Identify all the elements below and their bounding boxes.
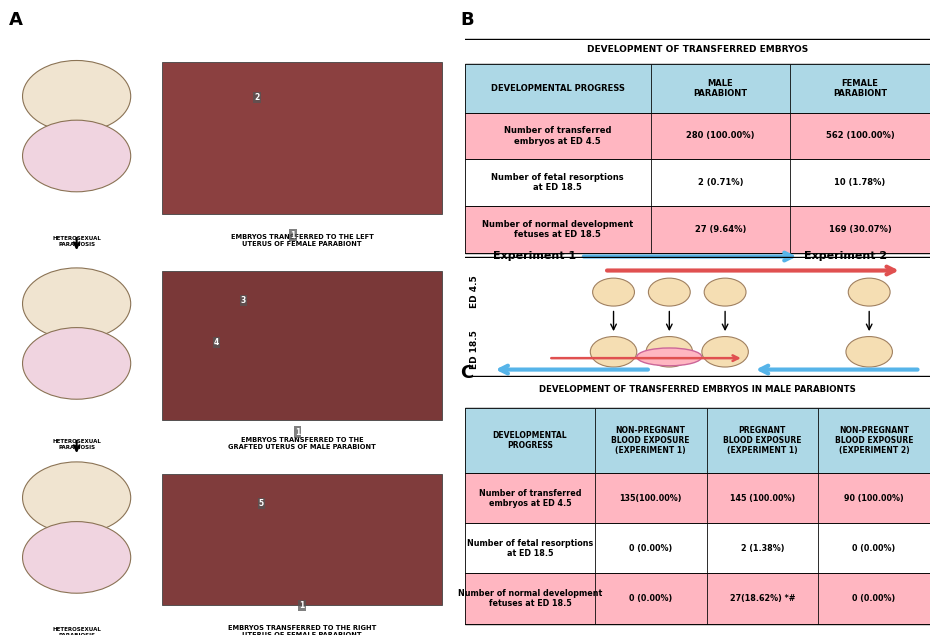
Text: 10 (1.78%): 10 (1.78%) bbox=[834, 178, 885, 187]
Bar bbox=[818, 523, 930, 573]
Text: ED 18.5: ED 18.5 bbox=[470, 330, 479, 369]
Text: 145 (100.00%): 145 (100.00%) bbox=[730, 494, 795, 503]
Bar bbox=[818, 573, 930, 624]
Bar bbox=[465, 473, 595, 523]
Bar bbox=[465, 112, 651, 159]
Text: 2 (0.71%): 2 (0.71%) bbox=[698, 178, 743, 187]
Text: 1: 1 bbox=[300, 601, 304, 610]
Text: MALE
PARABIONT: MALE PARABIONT bbox=[693, 79, 747, 98]
Bar bbox=[651, 206, 791, 253]
Text: NON-PREGNANT
BLOOD EXPOSURE
(EXPERIMENT 1): NON-PREGNANT BLOOD EXPOSURE (EXPERIMENT … bbox=[611, 425, 690, 455]
Text: 1: 1 bbox=[295, 427, 300, 436]
Text: DEVELOPMENTAL
PROGRESS: DEVELOPMENTAL PROGRESS bbox=[493, 431, 567, 450]
Ellipse shape bbox=[23, 268, 131, 340]
Bar bbox=[651, 159, 791, 206]
Text: EMBRYOS TRANSFERRED TO THE LEFT
UTERUS OF FEMALE PARABIONT: EMBRYOS TRANSFERRED TO THE LEFT UTERUS O… bbox=[231, 234, 374, 247]
Text: 2: 2 bbox=[254, 93, 259, 102]
Circle shape bbox=[637, 348, 701, 366]
Text: DEVELOPMENT OF TRANSFERRED EMBRYOS: DEVELOPMENT OF TRANSFERRED EMBRYOS bbox=[587, 44, 808, 54]
Bar bbox=[706, 473, 818, 523]
Bar bbox=[162, 474, 441, 605]
Ellipse shape bbox=[591, 337, 637, 367]
Text: FEMALE
PARABIONT: FEMALE PARABIONT bbox=[833, 79, 887, 98]
Ellipse shape bbox=[23, 521, 131, 593]
Bar bbox=[595, 473, 706, 523]
Text: 4: 4 bbox=[214, 338, 219, 347]
Bar bbox=[595, 573, 706, 624]
Ellipse shape bbox=[848, 278, 890, 306]
Ellipse shape bbox=[23, 60, 131, 132]
Bar bbox=[465, 206, 651, 253]
Text: 169 (30.07%): 169 (30.07%) bbox=[828, 225, 891, 234]
Text: HETEROSEXUAL
PARABIOSIS: HETEROSEXUAL PARABIOSIS bbox=[53, 439, 101, 450]
Bar bbox=[595, 408, 706, 473]
Ellipse shape bbox=[23, 120, 131, 192]
Bar bbox=[595, 523, 706, 573]
Ellipse shape bbox=[593, 278, 635, 306]
Bar bbox=[465, 64, 651, 112]
Text: C: C bbox=[460, 364, 473, 382]
Bar bbox=[791, 206, 930, 253]
Ellipse shape bbox=[846, 337, 892, 367]
Bar bbox=[818, 473, 930, 523]
Text: A: A bbox=[9, 11, 23, 29]
Bar bbox=[162, 271, 441, 420]
Text: HETEROSEXUAL
PARABIOSIS: HETEROSEXUAL PARABIOSIS bbox=[53, 627, 101, 635]
Text: 562 (100.00%): 562 (100.00%) bbox=[825, 131, 894, 140]
Bar bbox=[162, 62, 441, 214]
Text: Number of fetal resorptions
at ED 18.5: Number of fetal resorptions at ED 18.5 bbox=[491, 173, 624, 192]
Text: 0 (0.00%): 0 (0.00%) bbox=[629, 594, 672, 603]
Text: 27(18.62%) *#: 27(18.62%) *# bbox=[730, 594, 795, 603]
Text: 0 (0.00%): 0 (0.00%) bbox=[853, 544, 896, 553]
Text: Number of transferred
embryos at ED 4.5: Number of transferred embryos at ED 4.5 bbox=[479, 488, 581, 508]
Bar bbox=[706, 573, 818, 624]
Text: 1: 1 bbox=[290, 231, 296, 239]
Bar bbox=[791, 64, 930, 112]
Bar bbox=[465, 573, 595, 624]
Bar bbox=[465, 159, 651, 206]
Text: B: B bbox=[460, 11, 474, 29]
Text: Experiment 2: Experiment 2 bbox=[804, 251, 887, 262]
Text: Experiment 1: Experiment 1 bbox=[493, 251, 576, 262]
Text: 3: 3 bbox=[240, 297, 246, 305]
Text: 0 (0.00%): 0 (0.00%) bbox=[629, 544, 672, 553]
Text: 90 (100.00%): 90 (100.00%) bbox=[844, 494, 903, 503]
Text: PREGNANT
BLOOD EXPOSURE
(EXPERIMENT 1): PREGNANT BLOOD EXPOSURE (EXPERIMENT 1) bbox=[723, 425, 802, 455]
Text: 2 (1.38%): 2 (1.38%) bbox=[741, 544, 784, 553]
Bar bbox=[651, 112, 791, 159]
Ellipse shape bbox=[701, 337, 748, 367]
Bar bbox=[465, 408, 595, 473]
Text: Number of transferred
embryos at ED 4.5: Number of transferred embryos at ED 4.5 bbox=[504, 126, 611, 145]
Text: Number of normal development
fetuses at ED 18.5: Number of normal development fetuses at … bbox=[457, 589, 602, 608]
Ellipse shape bbox=[649, 278, 690, 306]
Text: Number of normal development
fetuses at ED 18.5: Number of normal development fetuses at … bbox=[482, 220, 634, 239]
Text: Number of fetal resorptions
at ED 18.5: Number of fetal resorptions at ED 18.5 bbox=[467, 538, 593, 558]
Bar bbox=[791, 112, 930, 159]
Text: NON-PREGNANT
BLOOD EXPOSURE
(EXPERIMENT 2): NON-PREGNANT BLOOD EXPOSURE (EXPERIMENT … bbox=[835, 425, 913, 455]
Bar bbox=[706, 523, 818, 573]
Text: HETEROSEXUAL
PARABIOSIS: HETEROSEXUAL PARABIOSIS bbox=[53, 236, 101, 247]
Ellipse shape bbox=[23, 328, 131, 399]
Text: 0 (0.00%): 0 (0.00%) bbox=[853, 594, 896, 603]
Bar bbox=[465, 408, 930, 624]
Ellipse shape bbox=[23, 462, 131, 533]
Bar bbox=[818, 408, 930, 473]
Ellipse shape bbox=[704, 278, 746, 306]
Text: DEVELOPMENT OF TRANSFERRED EMBRYOS IN MALE PARABIONTS: DEVELOPMENT OF TRANSFERRED EMBRYOS IN MA… bbox=[539, 385, 855, 394]
Text: EMBRYOS TRANSFERRED TO THE
GRAFTED UTERUS OF MALE PARABIONT: EMBRYOS TRANSFERRED TO THE GRAFTED UTERU… bbox=[228, 437, 376, 450]
Bar bbox=[706, 408, 818, 473]
Bar bbox=[791, 159, 930, 206]
Bar bbox=[465, 64, 930, 253]
Text: DEVELOPMENTAL PROGRESS: DEVELOPMENTAL PROGRESS bbox=[491, 84, 624, 93]
Bar bbox=[651, 64, 791, 112]
Text: 27 (9.64%): 27 (9.64%) bbox=[695, 225, 747, 234]
Text: 135(100.00%): 135(100.00%) bbox=[620, 494, 682, 503]
Text: EMBRYOS TRANSFERRED TO THE RIGHT
UTERUS OF FEMALE PARABIONT: EMBRYOS TRANSFERRED TO THE RIGHT UTERUS … bbox=[228, 625, 377, 635]
Text: ED 4.5: ED 4.5 bbox=[470, 276, 479, 309]
Bar bbox=[465, 523, 595, 573]
Text: 5: 5 bbox=[259, 499, 264, 508]
Ellipse shape bbox=[646, 337, 693, 367]
Text: 280 (100.00%): 280 (100.00%) bbox=[686, 131, 755, 140]
